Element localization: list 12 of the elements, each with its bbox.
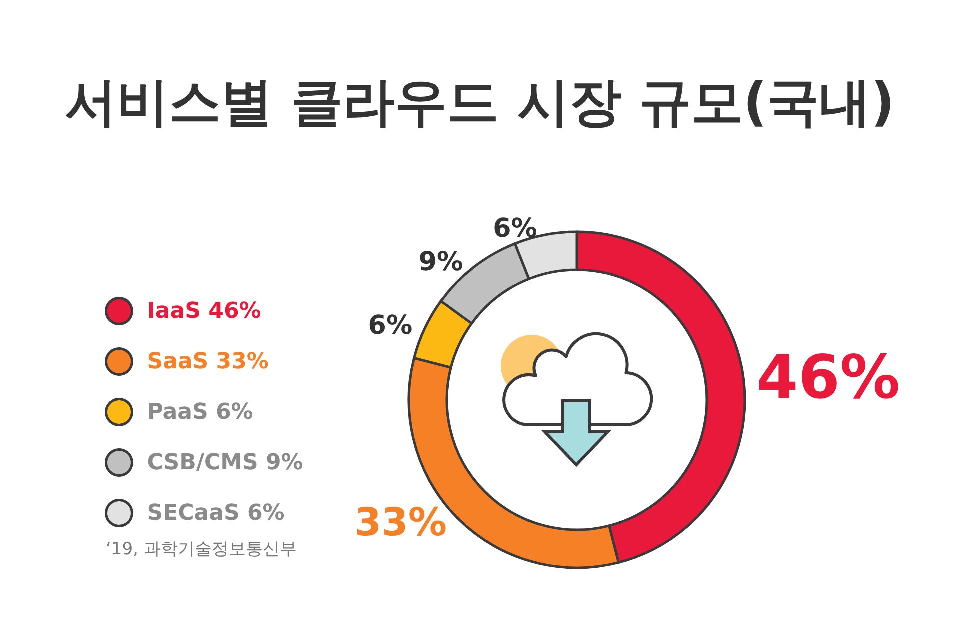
data-label: 46% xyxy=(756,343,900,414)
data-label: 33% xyxy=(354,500,447,546)
data-label: 6% xyxy=(493,214,538,244)
data-label: 9% xyxy=(418,248,464,278)
text: ‘19, 과학기술정보통신부 xyxy=(106,540,297,560)
legend-label: CSB/CMS 9% xyxy=(147,450,304,476)
chart-title: 서비스별 클라우드 시장 규모(국내) xyxy=(65,73,895,133)
legend-label: PaaS 6% xyxy=(147,400,254,425)
legend-label: IaaS 46% xyxy=(147,298,262,324)
legend-label: SECaaS 6% xyxy=(147,500,285,526)
legend-label: SaaS 33% xyxy=(147,349,269,374)
data-label: 6% xyxy=(368,310,413,341)
